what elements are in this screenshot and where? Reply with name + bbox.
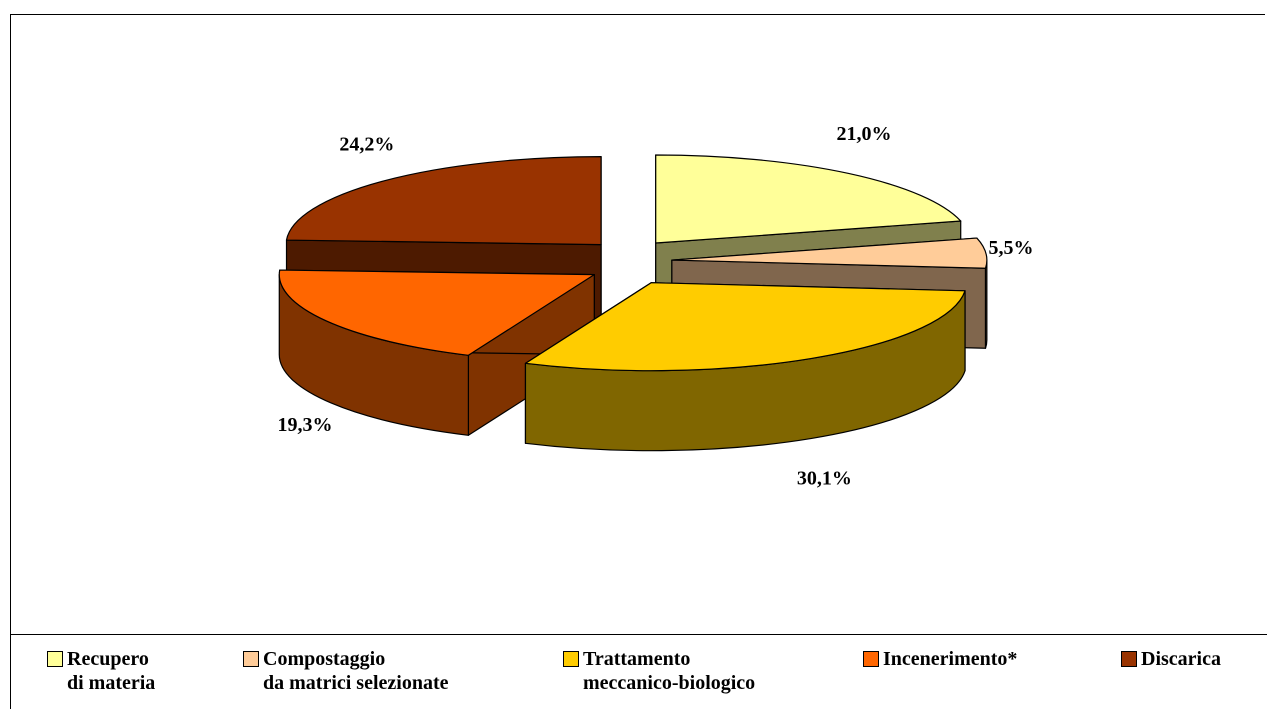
legend-swatch [47, 651, 63, 667]
legend-item: Trattamento meccanico-biologico [563, 647, 755, 695]
legend-swatch [243, 651, 259, 667]
legend-item: Compostaggio da matrici selezionate [243, 647, 449, 695]
data-label: 24,2% [339, 133, 394, 155]
legend-item: Discarica [1121, 647, 1221, 671]
chart-frame [10, 14, 1265, 707]
legend-label: Incenerimento* [883, 648, 1018, 670]
legend-label: Recupero di materia [67, 648, 156, 694]
slice [671, 237, 988, 269]
legend-label: Discarica [1141, 648, 1221, 670]
legend-label: Trattamento meccanico-biologico [583, 648, 756, 694]
slice-wall [984, 259, 988, 349]
legend-item: Incenerimento* [863, 647, 1017, 671]
legend-label: Compostaggio da matrici selezionate [263, 648, 449, 694]
data-label: 21,0% [837, 123, 892, 145]
legend-swatch [863, 651, 879, 667]
chart: 21,0% 5,5% 30,1% 19,3% 24,2% [277, 123, 1033, 490]
legend-swatch [1121, 651, 1137, 667]
legend-item: Recupero di materia [47, 647, 155, 695]
legend-swatch [563, 651, 579, 667]
data-label: 5,5% [988, 237, 1033, 259]
data-label: 30,1% [797, 468, 852, 490]
slice [655, 154, 962, 244]
slice [278, 269, 595, 356]
legend: Recupero di materia Compostaggio da matri… [10, 634, 1267, 709]
slice [285, 155, 602, 246]
data-label: 19,3% [277, 414, 332, 436]
slice [524, 282, 966, 372]
